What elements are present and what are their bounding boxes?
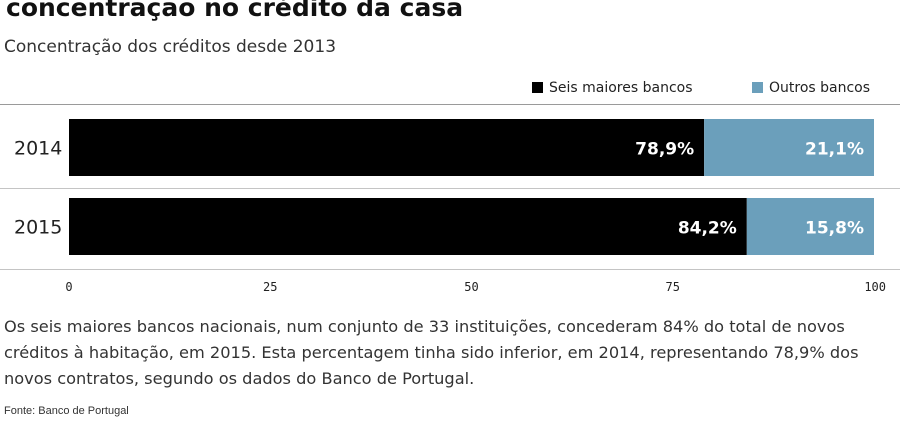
stacked-bar-chart: 2014 78,9% 21,1% 2015 84,2% 15,8% 0 25 50 75 100 <box>0 119 900 294</box>
legend-item-outros: Outros bancos <box>752 80 870 96</box>
chart-subtitle: Concentração dos créditos desde 2013 <box>4 37 337 57</box>
source-note: Fonte: Banco de Portugal <box>4 405 129 417</box>
bar-segment <box>69 119 705 176</box>
chart-caption: Os seis maiores bancos nacionais, num co… <box>4 317 859 388</box>
top-divider <box>0 104 900 105</box>
legend-label-seis-maiores: Seis maiores bancos <box>549 80 693 96</box>
bar-segment <box>69 198 747 255</box>
legend-swatch-seis-maiores <box>532 82 543 93</box>
legend-item-seis-maiores: Seis maiores bancos <box>532 80 693 96</box>
x-tick-label: 0 <box>65 280 72 294</box>
category-label: 2014 <box>14 138 62 160</box>
bar-segment <box>704 119 874 176</box>
bar-segment <box>746 198 874 255</box>
data-label: 84,2% <box>678 219 737 239</box>
chart-title: concentração no crédito da casa <box>6 0 464 22</box>
legend-swatch-outros <box>752 82 763 93</box>
data-label: 78,9% <box>635 140 694 160</box>
data-label: 21,1% <box>805 140 864 160</box>
legend-label-outros: Outros bancos <box>769 80 871 96</box>
category-label: 2015 <box>14 217 62 239</box>
x-tick-label: 100 <box>864 280 886 294</box>
x-tick-label: 25 <box>263 280 277 294</box>
x-tick-label: 75 <box>666 280 680 294</box>
data-label: 15,8% <box>805 219 864 239</box>
x-tick-label: 50 <box>464 280 478 294</box>
